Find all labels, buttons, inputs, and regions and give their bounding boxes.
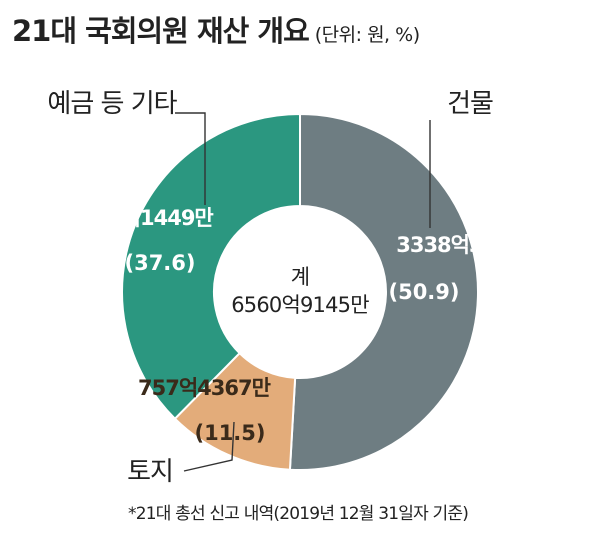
value-label-토지: 757억4367만 (138, 376, 271, 400)
percent-label-건물: (50.9) (388, 280, 459, 304)
value-label-예금-등-기타: 2465억1449만 (67, 206, 213, 230)
footnote: *21대 총선 신고 내역(2019년 12월 31일자 기준) (128, 504, 469, 524)
chart-header: 21대 국회의원 재산 개요 (단위: 원, %) (12, 8, 420, 50)
category-label-토지: 토지 (127, 457, 173, 487)
category-label-예금-등-기타: 예금 등 기타 (47, 89, 177, 119)
slice-예금-등-기타 (121, 112, 301, 421)
leader-line-예금-등-기타 (175, 112, 206, 205)
center-total-value: 6560억9145만 (231, 293, 369, 317)
percent-label-예금-등-기타: (37.6) (124, 251, 195, 275)
slice-건물 (288, 112, 479, 471)
value-label-건물: 3338억3639만 (396, 233, 542, 257)
percent-label-토지: (11.5) (194, 421, 265, 445)
category-label-건물: 건물 (447, 89, 493, 119)
leader-line-토지 (183, 421, 235, 472)
center-total-label: 계 (291, 265, 310, 289)
unit-label: (단위: 원, %) (314, 24, 420, 46)
chart-title: 21대 국회의원 재산 개요 (12, 14, 310, 48)
